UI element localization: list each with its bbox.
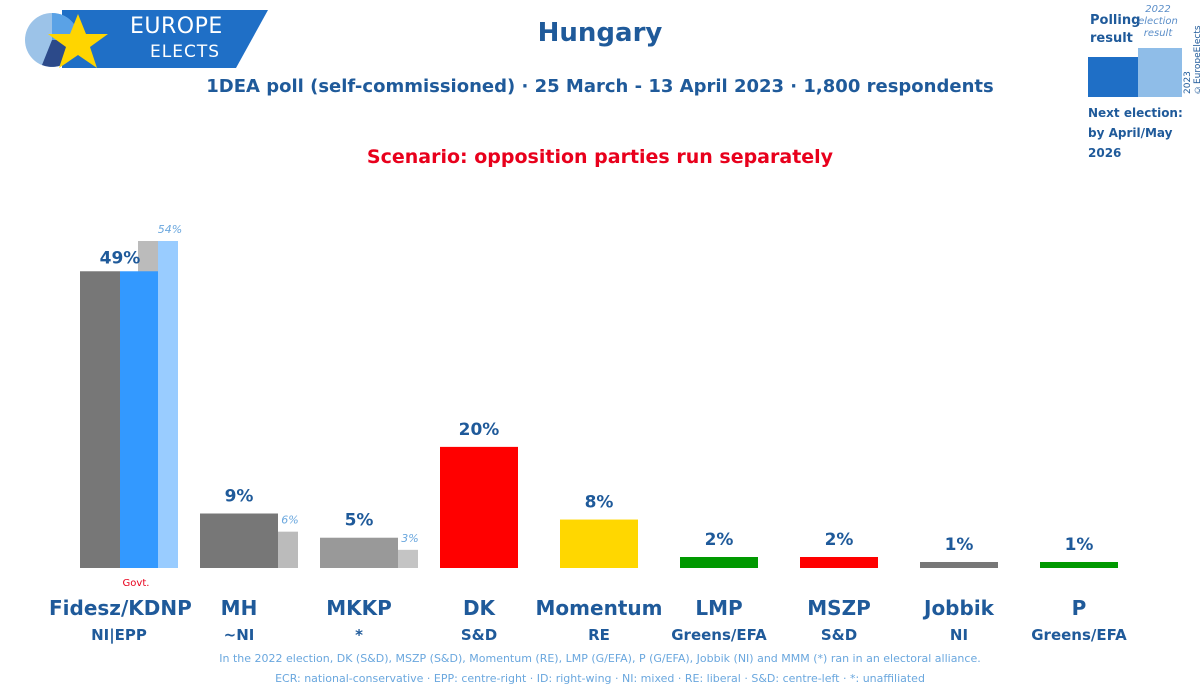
legend-swatches	[1088, 48, 1182, 97]
legend-polling-label: Polling result	[1090, 13, 1141, 46]
group-label-jobbik: NI	[949, 626, 969, 644]
party-label-fideszkdnp: Fidesz/KDNP	[49, 596, 192, 620]
data-label-momentum: 8%	[585, 493, 614, 513]
logo-banner	[62, 10, 268, 68]
next-election: Next election: by April/May 2026	[1088, 103, 1200, 163]
party-label-mszp: MSZP	[807, 596, 871, 620]
legend-previous-swatch	[1138, 48, 1182, 97]
data-label-mkkp-previous: 3%	[401, 532, 418, 545]
data-label-mkkp: 5%	[345, 511, 374, 531]
party-label-mkkp: MKKP	[326, 596, 392, 620]
party-label-mh: MH	[220, 596, 258, 620]
data-label-fidesz-previous: 54%	[158, 223, 182, 236]
party-label-lmp: LMP	[695, 596, 743, 620]
footnote-groups: ECR: national-conservative · EPP: centre…	[275, 672, 925, 685]
group-label-dk: S&D	[460, 626, 498, 644]
logo-text-elects: ELECTS	[150, 42, 220, 62]
group-label-lmp: Greens/EFA	[671, 626, 767, 644]
bar-p	[1040, 562, 1118, 568]
europe-elects-logo: EUROPE ELECTS	[22, 10, 268, 68]
data-label-mh: 9%	[225, 487, 254, 507]
poll-subtitle: 1DEA poll (self-commissioned) · 25 March…	[206, 76, 994, 97]
footnote-alliance: In the 2022 election, DK (S&D), MSZP (S&…	[219, 652, 981, 665]
bar-dk	[440, 446, 518, 568]
data-label-jobbik: 1%	[945, 535, 974, 555]
logo-graphic	[25, 10, 268, 68]
bar-momentum	[560, 519, 638, 568]
legend-previous-label: 2022 election result	[1138, 4, 1178, 39]
group-label-mszp: S&D	[820, 626, 858, 644]
scenario-label: Scenario: opposition parties run separat…	[366, 146, 834, 168]
page-title: Hungary	[537, 18, 663, 48]
group-label-mkkp: *	[355, 626, 363, 644]
govt-label: Govt.	[122, 578, 150, 589]
group-label-mh: ~NI	[223, 626, 255, 644]
data-label-dk: 20%	[459, 420, 500, 440]
next-election-label: Next election:	[1088, 106, 1183, 120]
party-label-momentum: Momentum	[535, 596, 663, 620]
group-label-momentum: RE	[588, 626, 610, 644]
next-election-value: by April/May 2026	[1088, 126, 1173, 160]
party-label-dk: DK	[462, 596, 496, 620]
party-label-p: P	[1071, 596, 1087, 620]
star-icon	[48, 14, 108, 68]
bar-mkkp	[320, 537, 398, 568]
bar-grey-fidesz	[80, 271, 120, 568]
bar-mkkp-previous	[398, 549, 418, 568]
bar-chart: 49% 54% 9% 6% 5% 3% 20% 8% 2% 2% 1% 1%	[80, 223, 1118, 568]
data-label-fidesz: 49%	[100, 248, 141, 268]
data-label-lmp: 2%	[705, 530, 734, 550]
data-label-mh-previous: 6%	[281, 514, 298, 527]
data-label-mszp: 2%	[825, 530, 854, 550]
legend-polling-swatch	[1088, 57, 1138, 97]
bar-fidesz	[120, 271, 158, 568]
bar-fidesz-previous	[158, 241, 178, 568]
party-label-jobbik: Jobbik	[924, 596, 994, 620]
group-label-fideszkdnp: NI|EPP	[91, 626, 147, 644]
group-label-p: Greens/EFA	[1031, 626, 1127, 644]
logo-text-europe: EUROPE	[130, 14, 223, 39]
bar-jobbik	[920, 562, 998, 568]
bar-mh	[200, 513, 278, 568]
bar-mszp	[800, 557, 878, 568]
data-label-p: 1%	[1065, 535, 1094, 555]
bar-mh-previous	[278, 531, 298, 568]
bar-lmp	[680, 557, 758, 568]
